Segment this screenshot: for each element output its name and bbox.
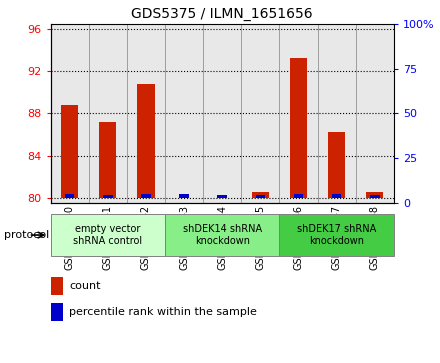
- Bar: [103, 195, 113, 198]
- Bar: [366, 192, 383, 198]
- Bar: [332, 195, 341, 198]
- Bar: [256, 195, 265, 198]
- Bar: [99, 122, 117, 198]
- Bar: [65, 193, 74, 198]
- Title: GDS5375 / ILMN_1651656: GDS5375 / ILMN_1651656: [132, 7, 313, 21]
- Bar: [370, 195, 379, 198]
- Bar: [137, 84, 154, 198]
- Bar: [51, 277, 62, 295]
- Bar: [51, 303, 62, 321]
- Bar: [141, 193, 150, 198]
- Bar: [217, 195, 227, 198]
- Bar: [252, 192, 269, 198]
- Bar: [165, 214, 279, 256]
- Bar: [279, 214, 394, 256]
- Text: protocol: protocol: [4, 230, 50, 240]
- Bar: [290, 58, 307, 198]
- Text: count: count: [70, 281, 101, 291]
- Bar: [180, 193, 189, 198]
- Bar: [61, 105, 78, 198]
- Bar: [328, 132, 345, 198]
- Text: shDEK17 shRNA
knockdown: shDEK17 shRNA knockdown: [297, 224, 376, 246]
- Bar: [294, 193, 303, 198]
- Bar: [51, 214, 165, 256]
- Text: percentile rank within the sample: percentile rank within the sample: [70, 307, 257, 317]
- Text: shDEK14 shRNA
knockdown: shDEK14 shRNA knockdown: [183, 224, 262, 246]
- Text: empty vector
shRNA control: empty vector shRNA control: [73, 224, 143, 246]
